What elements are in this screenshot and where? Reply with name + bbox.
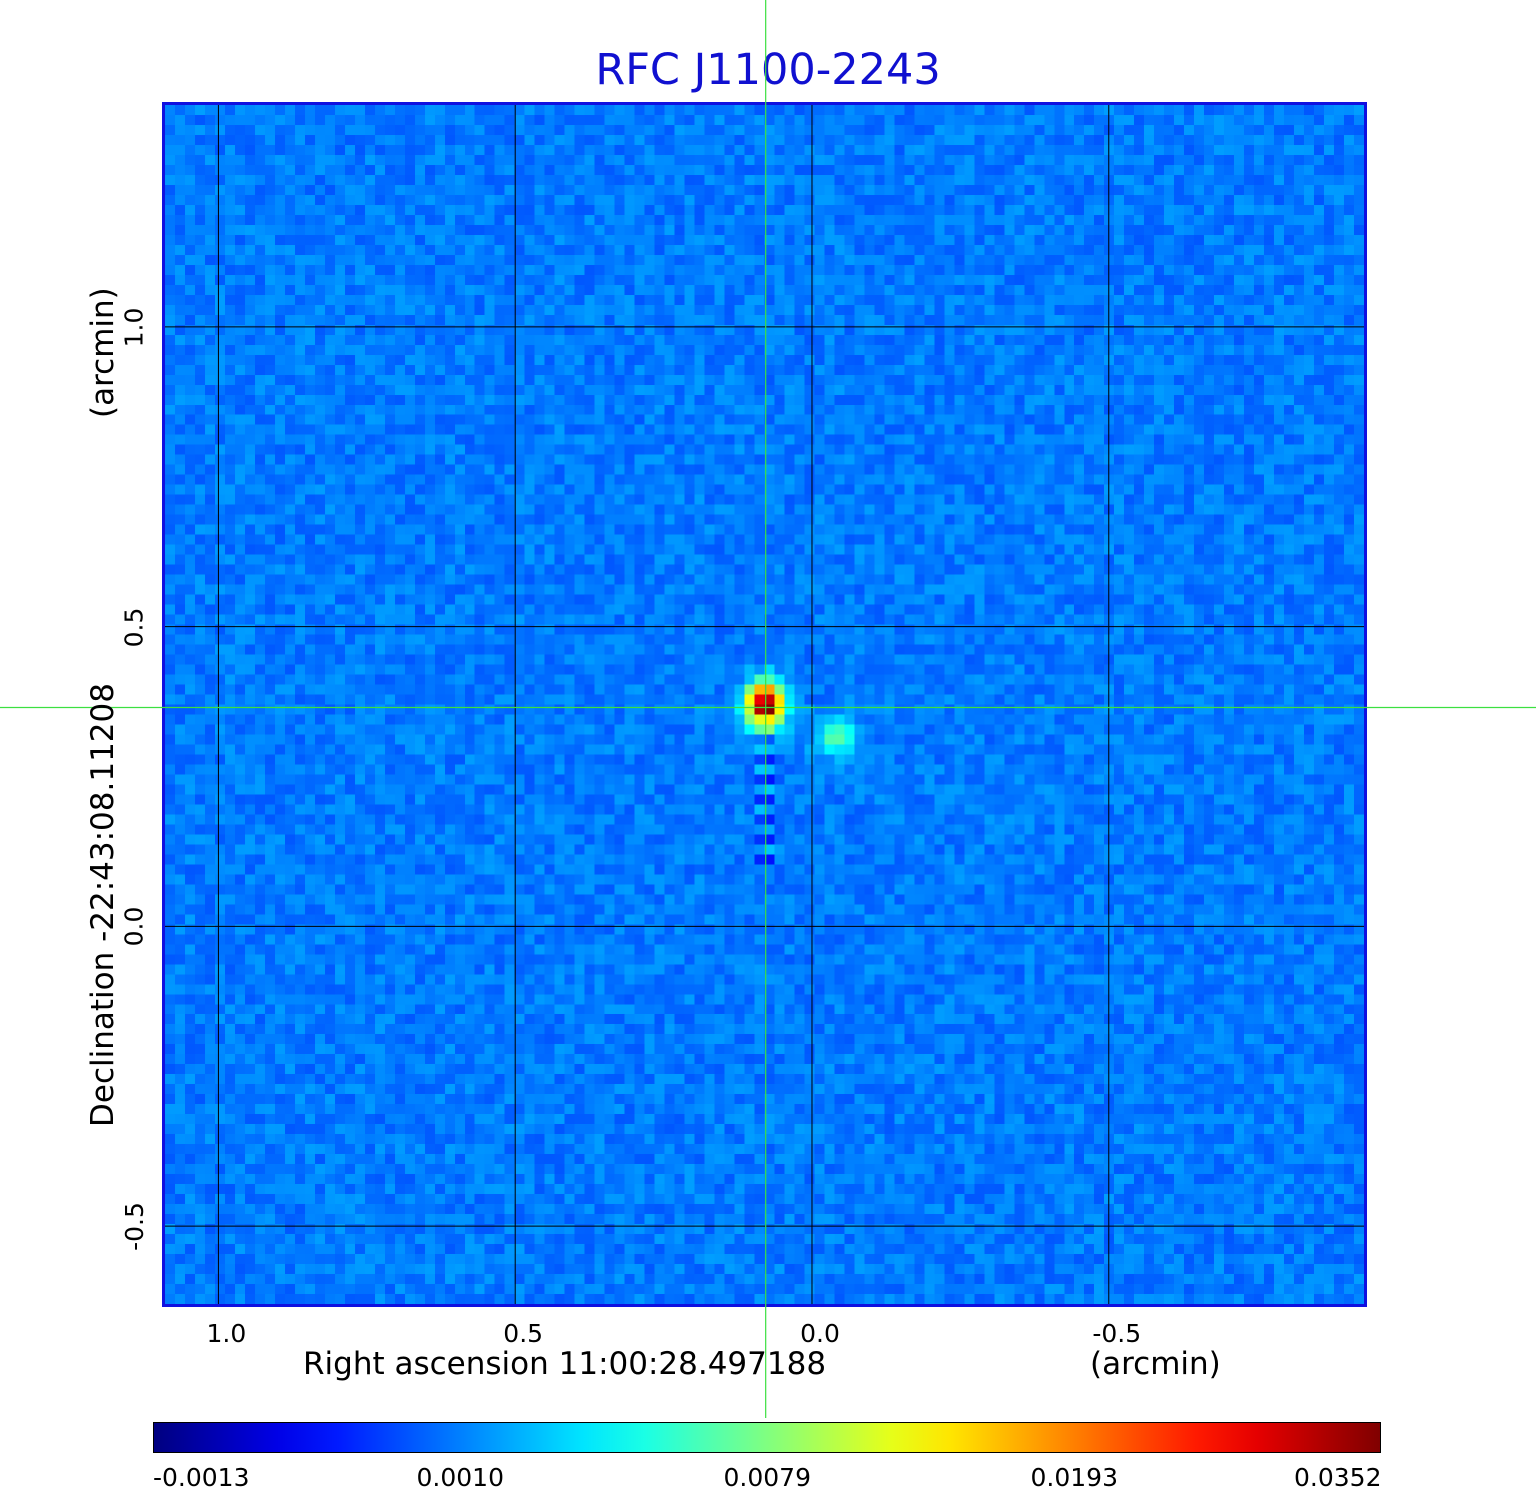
colorbar-tick-label: 0.0193 — [1030, 1463, 1118, 1492]
y-axis-label: Declination -22:43:08.11208 — [85, 683, 121, 1127]
y-axis-unit: (arcmin) — [85, 287, 121, 418]
colorbar-tick-label: 0.0079 — [723, 1463, 811, 1492]
plot-area[interactable] — [162, 102, 1367, 1307]
y-tick-label: 0.0 — [119, 906, 149, 947]
x-axis-label: Right ascension 11:00:28.497188 — [303, 1346, 827, 1382]
y-tick-label: 1.0 — [119, 307, 149, 348]
colorbar-tick-label: -0.0013 — [153, 1463, 250, 1492]
x-tick-label: 0.0 — [800, 1319, 840, 1348]
x-tick-label: -0.5 — [1092, 1319, 1142, 1348]
colorbar — [153, 1422, 1381, 1453]
heatmap-image — [165, 105, 1364, 1304]
x-axis-unit: (arcmin) — [1090, 1346, 1221, 1382]
chart-title: RFC J1100-2243 — [595, 45, 941, 95]
y-tick-label: 0.5 — [119, 607, 149, 647]
x-tick-label: 1.0 — [206, 1319, 247, 1348]
colorbar-tick-label: 0.0010 — [416, 1463, 504, 1492]
y-tick-label: -0.5 — [119, 1202, 149, 1251]
x-tick-label: 0.5 — [503, 1319, 544, 1348]
colorbar-tick-label: 0.0352 — [1294, 1463, 1382, 1492]
